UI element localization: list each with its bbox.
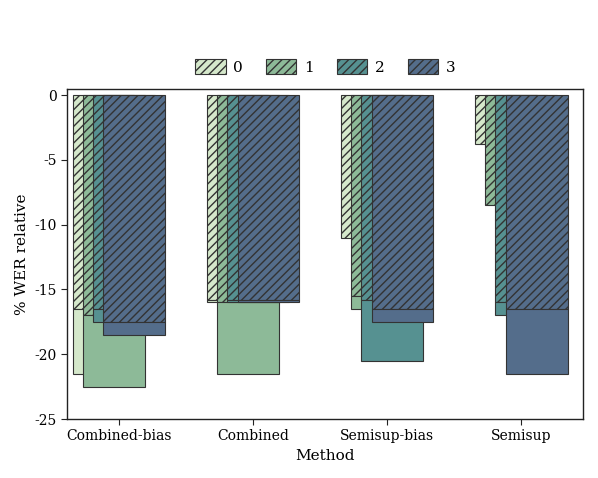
Bar [103, 322, 165, 335]
Bar [361, 95, 423, 300]
Bar [495, 95, 557, 303]
Bar [83, 315, 145, 387]
Bar [206, 300, 269, 303]
Bar [475, 95, 536, 144]
X-axis label: Method: Method [295, 449, 355, 463]
Bar [237, 300, 300, 303]
Bar [93, 95, 155, 309]
Bar [237, 95, 300, 300]
Bar [495, 303, 557, 315]
Bar [72, 309, 135, 374]
Bar [227, 95, 289, 300]
Bar [217, 303, 279, 374]
Legend: 0, 1, 2, 3: 0, 1, 2, 3 [189, 54, 462, 81]
Bar [371, 309, 434, 322]
Bar [351, 296, 413, 309]
Y-axis label: % WER relative: % WER relative [15, 193, 29, 315]
Bar [217, 95, 279, 303]
Bar [341, 95, 402, 238]
Bar [227, 300, 289, 303]
Bar [103, 95, 165, 322]
Bar [72, 95, 135, 309]
Bar [371, 95, 434, 309]
Bar [351, 95, 413, 296]
Bar [93, 309, 155, 322]
Bar [361, 300, 423, 361]
Bar [83, 95, 145, 315]
Bar [506, 309, 568, 374]
Bar [485, 95, 547, 205]
Bar [506, 95, 568, 309]
Bar [206, 95, 269, 300]
